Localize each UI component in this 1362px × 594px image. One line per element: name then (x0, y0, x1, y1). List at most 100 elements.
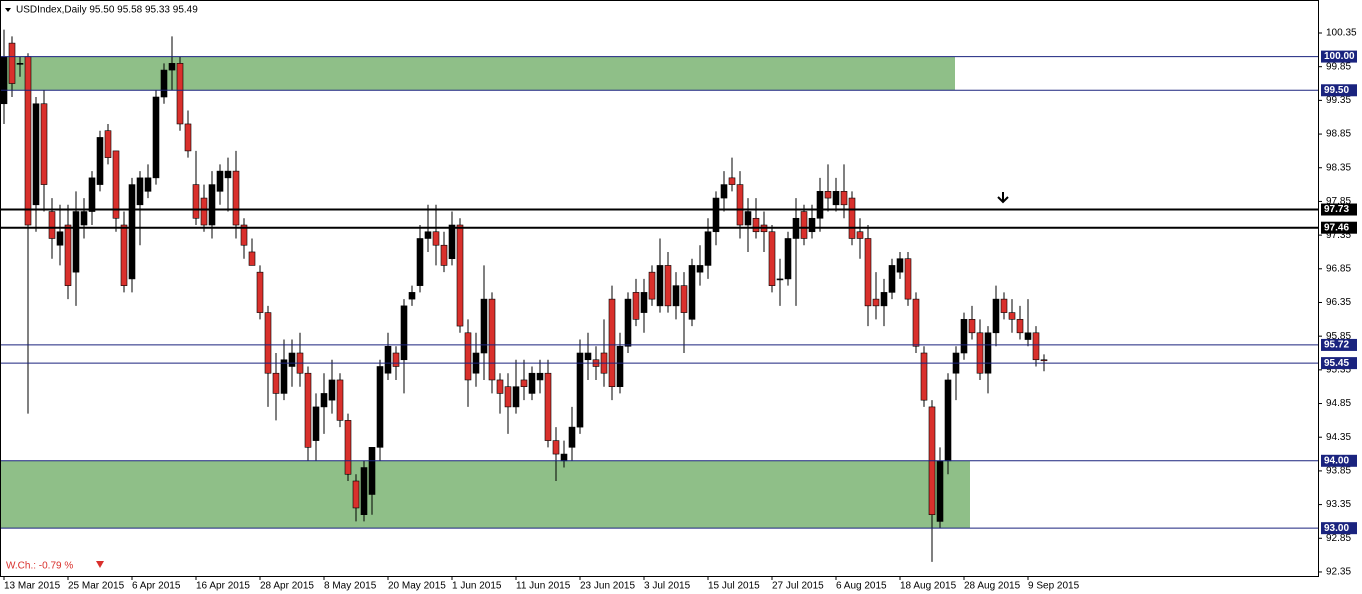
candle-body (784, 238, 792, 280)
candle-body (440, 244, 448, 266)
level-label-box (1321, 357, 1357, 370)
x-tick-label: 3 Jul 2015 (644, 581, 691, 592)
candle-body (1032, 332, 1040, 361)
candle-body (56, 231, 64, 246)
candle-body (128, 184, 136, 280)
candle-body (264, 312, 272, 374)
candle-body (520, 379, 528, 387)
candle-body (936, 460, 944, 522)
level-label-box (1321, 522, 1357, 535)
x-tick-label: 23 Jun 2015 (580, 581, 635, 592)
candle-body (880, 292, 888, 307)
candle-body (200, 197, 208, 226)
candle-body (488, 298, 496, 381)
candle-body (728, 177, 736, 185)
candle-body (1040, 359, 1048, 362)
level-label: 97.73 (1324, 204, 1349, 215)
candle-body (336, 379, 344, 421)
candle-body (88, 177, 96, 212)
candle-body (576, 352, 584, 428)
level-label-box (1321, 454, 1357, 467)
y-tick-label: 95.35 (1326, 364, 1351, 375)
y-tick-label: 97.35 (1326, 230, 1351, 241)
weekly-change: W.Ch.: -0.79 % (6, 561, 73, 572)
candle-body (464, 332, 472, 381)
x-tick-label: 6 Apr 2015 (132, 581, 181, 592)
candle-body (752, 217, 760, 233)
level-label: 97.46 (1324, 222, 1349, 233)
candle-body (696, 265, 704, 273)
candle-body (800, 211, 808, 239)
candle-body (528, 372, 536, 394)
candle-body (240, 224, 248, 246)
candle-body (736, 184, 744, 226)
x-tick-label: 28 Apr 2015 (260, 581, 314, 592)
candle-body (512, 386, 520, 408)
chart-title: USDIndex,Daily 95.50 95.58 95.33 95.49 (16, 5, 198, 16)
candle-body (656, 265, 664, 307)
x-tick-label: 18 Aug 2015 (900, 581, 957, 592)
candle-body (160, 69, 168, 98)
candle-body (416, 238, 424, 286)
candle-body (888, 265, 896, 293)
y-tick-label: 93.85 (1326, 466, 1351, 477)
candle-body (104, 130, 112, 158)
level-label-box (1321, 338, 1357, 351)
candle-body (424, 231, 432, 239)
candle-body (8, 42, 16, 84)
candle-body (552, 440, 560, 455)
candle-body (448, 224, 456, 259)
candle-body (856, 231, 864, 239)
level-label: 95.72 (1324, 340, 1349, 351)
candle-body (248, 251, 256, 266)
candle-body (568, 426, 576, 448)
x-tick-label: 6 Aug 2015 (836, 581, 887, 592)
y-tick-label: 95.85 (1326, 331, 1351, 342)
candle-body (560, 453, 568, 462)
candle-body (920, 352, 928, 401)
x-tick-label: 16 Apr 2015 (196, 581, 250, 592)
candle-body (496, 379, 504, 394)
x-tick-label: 28 Aug 2015 (964, 581, 1021, 592)
x-tick-label: 1 Jun 2015 (452, 581, 502, 592)
candle-body (280, 359, 288, 394)
candle-body (96, 137, 104, 185)
candle-body (664, 265, 672, 307)
candle-body (1016, 319, 1024, 334)
candle-body (584, 352, 592, 361)
candle-body (480, 298, 488, 354)
candle-body (720, 184, 728, 199)
candle-body (824, 191, 832, 199)
candle-body (320, 393, 328, 408)
candle-body (144, 177, 152, 192)
y-tick-label: 100.35 (1326, 28, 1357, 39)
candle-body (984, 332, 992, 374)
collapse-icon (5, 8, 11, 12)
candle-body (640, 292, 648, 313)
level-label-box (1321, 84, 1357, 97)
candle-body (768, 231, 776, 286)
y-tick-label: 97.85 (1326, 196, 1351, 207)
candle-body (168, 63, 176, 71)
candle-body (672, 285, 680, 307)
candle-body (376, 366, 384, 448)
candle-body (848, 197, 856, 239)
down-triangle (96, 561, 104, 568)
y-tick-label: 93.35 (1326, 499, 1351, 510)
candle-body (1000, 298, 1008, 313)
x-tick-label: 8 May 2015 (324, 581, 377, 592)
down-arrow (997, 192, 1009, 204)
y-tick-label: 94.85 (1326, 398, 1351, 409)
candle-body (816, 191, 824, 219)
candle-body (304, 372, 312, 448)
plot-frame (0, 0, 1319, 577)
candle-body (912, 298, 920, 347)
candle-body (232, 170, 240, 226)
y-tick-label: 92.85 (1326, 533, 1351, 544)
level-label: 94.00 (1324, 455, 1349, 466)
candle-body (1024, 332, 1032, 340)
candle-body (288, 352, 296, 367)
candle-body (352, 480, 360, 509)
candle-body (312, 406, 320, 441)
candle-body (48, 211, 56, 239)
